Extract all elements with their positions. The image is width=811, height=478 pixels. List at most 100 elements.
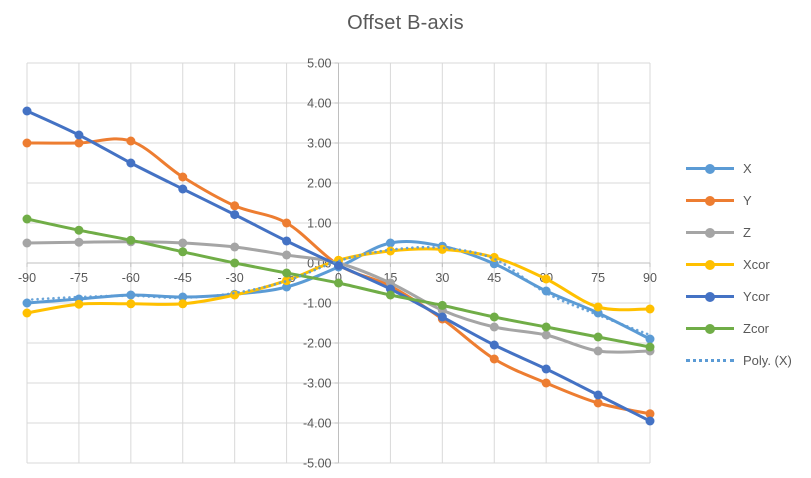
- x-axis-tick-label: -60: [122, 271, 140, 285]
- data-point-z: [541, 330, 551, 340]
- data-point-zcor: [178, 247, 188, 257]
- data-point-ycor: [541, 364, 551, 374]
- data-point-xcor: [593, 302, 603, 312]
- data-point-zcor: [282, 268, 292, 278]
- x-axis-tick-label: 30: [435, 271, 449, 285]
- data-point-zcor: [489, 312, 499, 322]
- data-point-zcor: [74, 225, 84, 235]
- data-point-ycor: [593, 390, 603, 400]
- data-point-z: [282, 250, 292, 260]
- data-point-xcor: [22, 308, 32, 318]
- data-point-xcor: [385, 246, 395, 256]
- data-point-z: [74, 237, 84, 247]
- data-point-z: [593, 346, 603, 356]
- legend-label: Zcor: [743, 321, 769, 336]
- y-axis-tick-label: 1.00: [307, 217, 331, 231]
- data-point-zcor: [334, 278, 343, 288]
- data-point-xcor: [74, 299, 84, 309]
- x-axis-tick-label: 90: [643, 271, 657, 285]
- legend-marker-dot: [705, 163, 715, 174]
- series-line-poly-x: [25, 245, 652, 337]
- data-point-z: [22, 238, 32, 248]
- data-point-zcor: [230, 258, 240, 268]
- data-point-y: [489, 354, 499, 364]
- data-point-ycor: [74, 130, 84, 140]
- data-point-x: [385, 238, 395, 248]
- y-axis-tick-label: -4.00: [303, 417, 332, 431]
- data-point-y: [126, 136, 136, 146]
- legend-marker-dot: [705, 195, 715, 206]
- data-point-xcor: [645, 304, 655, 314]
- data-point-y: [593, 398, 603, 408]
- data-point-ycor: [178, 184, 188, 194]
- data-point-xcor: [437, 244, 447, 254]
- series-ycor: [22, 106, 655, 426]
- legend-item-x[interactable]: X: [686, 159, 792, 178]
- legend-label: Z: [743, 225, 751, 240]
- series-zcor: [22, 214, 655, 352]
- chart-legend: X Y Z Xcor Ycor Zcor Poly. (X): [686, 159, 792, 370]
- legend-label: Poly. (X): [743, 353, 792, 368]
- data-point-xcor: [178, 299, 188, 309]
- data-point-ycor: [282, 236, 292, 246]
- legend-label: X: [743, 161, 752, 176]
- data-point-ycor: [489, 340, 499, 350]
- axis-tick-labels: 5.004.003.002.001.000.00-1.00-2.00-3.00-…: [18, 57, 657, 471]
- x-axis-tick-label: -30: [226, 271, 244, 285]
- data-point-ycor: [22, 106, 32, 116]
- y-axis-tick-label: 2.00: [307, 177, 331, 191]
- data-point-x: [126, 290, 136, 300]
- data-point-ycor: [437, 312, 447, 322]
- data-point-z: [489, 322, 499, 332]
- data-point-y: [230, 201, 240, 211]
- legend-marker-dot: [705, 259, 715, 270]
- legend-item-ycor[interactable]: Ycor: [686, 287, 792, 306]
- legend-line-sample: [686, 163, 734, 174]
- y-axis-tick-label: -2.00: [303, 337, 332, 351]
- legend-item-z[interactable]: Z: [686, 223, 792, 242]
- legend-item-y[interactable]: Y: [686, 191, 792, 210]
- legend-line-sample: [686, 259, 734, 270]
- x-axis-tick-label: -45: [174, 271, 192, 285]
- data-point-zcor: [385, 290, 395, 300]
- data-point-zcor: [437, 300, 447, 310]
- legend-label: Xcor: [743, 257, 770, 272]
- data-point-x: [178, 292, 188, 302]
- legend-dotted-line-sample: [686, 359, 734, 362]
- data-point-xcor: [541, 274, 551, 284]
- y-axis-tick-label: 4.00: [307, 97, 331, 111]
- series-poly-x: [25, 245, 652, 337]
- y-axis-tick-label: -1.00: [303, 297, 332, 311]
- chart-title: Offset B-axis: [347, 12, 464, 34]
- legend-label: Y: [743, 193, 752, 208]
- legend-line-sample: [686, 323, 734, 334]
- legend-label: Ycor: [743, 289, 770, 304]
- data-point-zcor: [645, 342, 655, 352]
- x-axis-tick-label: 0: [335, 271, 342, 285]
- data-point-y: [178, 172, 188, 182]
- legend-item-zcor[interactable]: Zcor: [686, 319, 792, 338]
- y-axis-tick-label: -3.00: [303, 377, 332, 391]
- data-point-z: [178, 238, 188, 248]
- data-point-y: [282, 218, 292, 228]
- data-point-x: [282, 282, 292, 292]
- data-point-ycor: [645, 416, 655, 426]
- x-axis-tick-label: -75: [70, 271, 88, 285]
- data-point-zcor: [593, 332, 603, 342]
- x-axis-tick-label: 45: [487, 271, 501, 285]
- y-axis-tick-label: 5.00: [307, 57, 331, 71]
- legend-line-sample: [686, 195, 734, 206]
- x-axis-tick-label: 75: [591, 271, 605, 285]
- x-axis-tick-label: -90: [18, 271, 36, 285]
- legend-marker-dot: [705, 291, 715, 302]
- data-point-y: [22, 138, 32, 148]
- data-point-y: [645, 409, 655, 419]
- legend-line-sample: [686, 291, 734, 302]
- data-point-ycor: [230, 210, 240, 220]
- data-point-xcor: [126, 299, 136, 309]
- data-point-z: [230, 242, 240, 252]
- legend-item-poly-x[interactable]: Poly. (X): [686, 351, 792, 370]
- legend-item-xcor[interactable]: Xcor: [686, 255, 792, 274]
